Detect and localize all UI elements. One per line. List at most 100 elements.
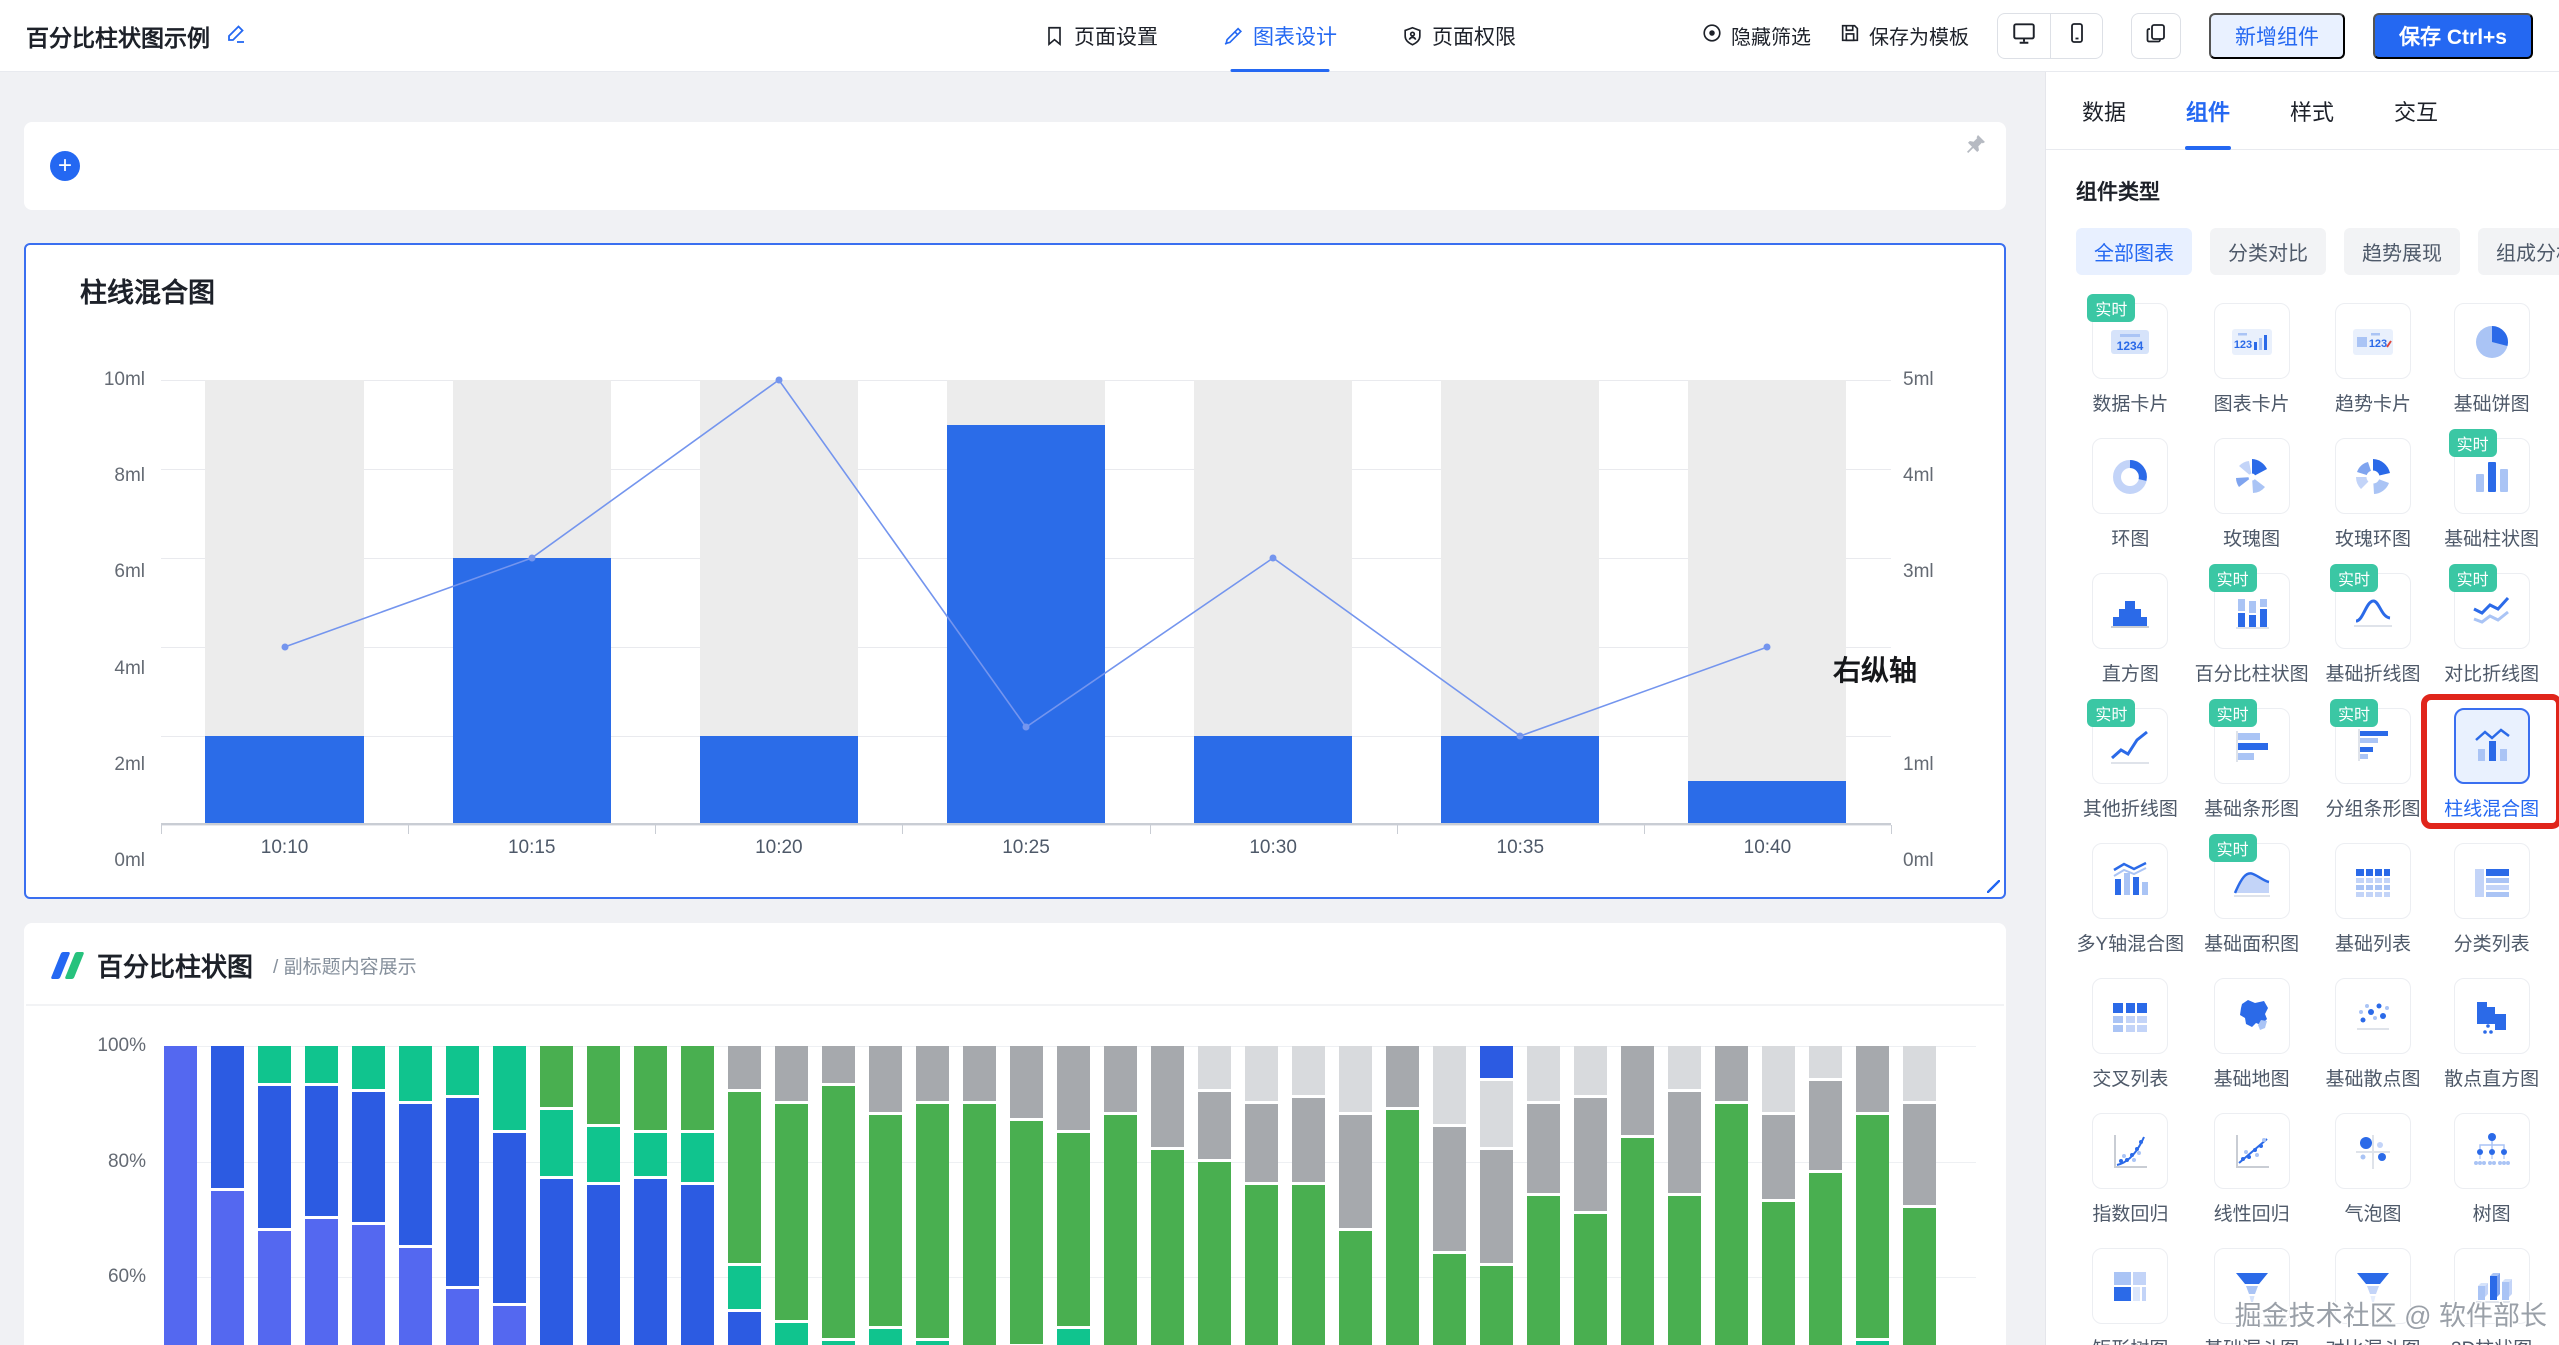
- desktop-preview-button[interactable]: [1998, 14, 2050, 58]
- tab-chart-design[interactable]: 图表设计: [1222, 0, 1337, 72]
- component-item-bar3d[interactable]: 3D柱状图: [2437, 1248, 2546, 1345]
- component-item-bar-line[interactable]: 柱线混合图: [2421, 694, 2559, 829]
- stacked-bar[interactable]: [540, 1046, 573, 1345]
- stacked-bar[interactable]: [1292, 1046, 1325, 1345]
- stacked-bar[interactable]: [587, 1046, 620, 1345]
- component-item-tree[interactable]: 树图: [2437, 1113, 2546, 1226]
- mobile-preview-button[interactable]: [2050, 13, 2102, 58]
- stacked-bar[interactable]: [1245, 1046, 1278, 1345]
- stacked-bar[interactable]: [1480, 1046, 1513, 1345]
- component-item-bar[interactable]: 实时 基础柱状图: [2437, 429, 2546, 551]
- percent-chart-card[interactable]: 百分比柱状图 / 副标题内容展示 100% 80% 60%: [24, 923, 2006, 1345]
- stacked-bar[interactable]: [1903, 1046, 1936, 1345]
- line-point[interactable]: [775, 376, 783, 384]
- stacked-bar[interactable]: [1668, 1046, 1701, 1345]
- component-item-rose[interactable]: 玫瑰图: [2195, 438, 2309, 551]
- chip-trend[interactable]: 趋势展现: [2344, 228, 2460, 275]
- stacked-bar[interactable]: [1433, 1046, 1466, 1345]
- combo-chart-card[interactable]: 柱线混合图 10ml 8ml 6ml 4ml 2ml 0ml 10:10 10:15 10:2…: [24, 243, 2006, 899]
- stacked-bar[interactable]: [493, 1046, 526, 1345]
- stacked-bar[interactable]: [211, 1046, 244, 1345]
- stacked-bar[interactable]: [775, 1046, 808, 1345]
- stacked-bar[interactable]: [399, 1046, 432, 1345]
- stacked-bar[interactable]: [963, 1046, 996, 1345]
- tab-page-permission[interactable]: 页面权限: [1401, 0, 1516, 72]
- line-point[interactable]: [528, 554, 536, 562]
- combo-bar[interactable]: [1688, 780, 1847, 825]
- sidebar-tab-interaction[interactable]: 交互: [2394, 99, 2439, 125]
- combo-bar[interactable]: [1441, 736, 1600, 825]
- stacked-bar[interactable]: [1339, 1046, 1372, 1345]
- chip-category-compare[interactable]: 分类对比: [2210, 228, 2326, 275]
- component-item-trend-card[interactable]: 123 趋势卡片: [2319, 303, 2428, 416]
- component-item-donut[interactable]: 环图: [2076, 438, 2185, 551]
- component-item-data-card[interactable]: 1234 实时 数据卡片: [2076, 294, 2185, 416]
- component-item-table[interactable]: 基础列表: [2319, 843, 2428, 956]
- stacked-bar[interactable]: [352, 1046, 385, 1345]
- component-item-map[interactable]: 基础地图: [2195, 978, 2309, 1091]
- component-item-funnel[interactable]: 基础漏斗图: [2195, 1248, 2309, 1345]
- component-item-rose-donut[interactable]: 玫瑰环图: [2319, 438, 2428, 551]
- component-item-percent-bar[interactable]: 实时 百分比柱状图: [2195, 564, 2309, 686]
- stacked-bar[interactable]: [1198, 1046, 1231, 1345]
- pin-icon[interactable]: [1964, 132, 1988, 161]
- component-item-histogram[interactable]: 直方图: [2076, 573, 2185, 686]
- sidebar-tab-style[interactable]: 样式: [2290, 99, 2335, 125]
- combo-bar[interactable]: [452, 558, 611, 825]
- stacked-bar[interactable]: [305, 1046, 338, 1345]
- combo-bar[interactable]: [699, 736, 858, 825]
- stacked-bar[interactable]: [1715, 1046, 1748, 1345]
- line-point[interactable]: [281, 643, 289, 651]
- line-point[interactable]: [1022, 723, 1030, 731]
- stacked-bar[interactable]: [1057, 1046, 1090, 1345]
- filter-bar-card[interactable]: +: [24, 122, 2006, 210]
- component-item-pie[interactable]: 基础饼图: [2437, 303, 2546, 416]
- chip-all-charts[interactable]: 全部图表: [2076, 228, 2192, 275]
- stacked-bar[interactable]: [1386, 1046, 1419, 1345]
- chip-composition[interactable]: 组成分析: [2478, 228, 2559, 275]
- edit-title-icon[interactable]: [224, 21, 248, 51]
- component-item-treemap[interactable]: 矩形树图: [2076, 1248, 2185, 1345]
- component-item-bubble[interactable]: 气泡图: [2319, 1113, 2428, 1226]
- line-point[interactable]: [1269, 554, 1277, 562]
- sidebar-tab-components[interactable]: 组件: [2186, 72, 2230, 150]
- copy-page-button[interactable]: [2131, 12, 2182, 59]
- resize-handle[interactable]: [1987, 880, 2000, 893]
- stacked-bar[interactable]: [634, 1046, 667, 1345]
- stacked-bar[interactable]: [164, 1046, 197, 1345]
- component-item-group-hbar[interactable]: 实时 分组条形图: [2319, 699, 2428, 821]
- component-item-exp-regression[interactable]: 指数回归: [2076, 1113, 2185, 1226]
- hide-filter-button[interactable]: 隐藏筛选: [1701, 21, 1811, 50]
- add-filter-button[interactable]: +: [50, 151, 80, 181]
- add-component-button[interactable]: 新增组件: [2209, 12, 2346, 59]
- stacked-bar[interactable]: [1856, 1046, 1889, 1345]
- component-item-scatter[interactable]: 基础散点图: [2319, 978, 2428, 1091]
- stacked-bar[interactable]: [1104, 1046, 1137, 1345]
- stacked-bar[interactable]: [869, 1046, 902, 1345]
- stacked-bar[interactable]: [1621, 1046, 1654, 1345]
- component-item-hbar[interactable]: 实时 基础条形图: [2195, 699, 2309, 821]
- stacked-bar[interactable]: [681, 1046, 714, 1345]
- line-point[interactable]: [1516, 732, 1524, 740]
- sidebar-tab-data[interactable]: 数据: [2082, 99, 2127, 125]
- stacked-bar[interactable]: [916, 1046, 949, 1345]
- component-item-linear-regression[interactable]: 线性回归: [2195, 1113, 2309, 1226]
- component-item-scatter-histogram[interactable]: 散点直方图: [2437, 978, 2546, 1091]
- component-item-compare-line[interactable]: 实时 对比折线图: [2437, 564, 2546, 686]
- component-item-other-line[interactable]: 实时 其他折线图: [2076, 699, 2185, 821]
- stacked-bar[interactable]: [1151, 1046, 1184, 1345]
- component-item-compare-funnel[interactable]: 对比漏斗图: [2319, 1248, 2428, 1345]
- stacked-bar[interactable]: [822, 1046, 855, 1345]
- combo-bar[interactable]: [946, 424, 1106, 825]
- save-button[interactable]: 保存 Ctrl+s: [2373, 12, 2533, 59]
- save-template-button[interactable]: 保存为模板: [1839, 21, 1969, 50]
- component-item-category-table[interactable]: 分类列表: [2437, 843, 2546, 956]
- stacked-bar[interactable]: [1762, 1046, 1795, 1345]
- tab-page-settings[interactable]: 页面设置: [1043, 0, 1158, 72]
- combo-bar[interactable]: [205, 736, 364, 825]
- component-item-multi-y[interactable]: 多Y轴混合图: [2076, 843, 2185, 956]
- stacked-bar[interactable]: [728, 1046, 761, 1345]
- stacked-bar[interactable]: [258, 1046, 291, 1345]
- component-item-line[interactable]: 实时 基础折线图: [2319, 564, 2428, 686]
- stacked-bar[interactable]: [1010, 1046, 1043, 1345]
